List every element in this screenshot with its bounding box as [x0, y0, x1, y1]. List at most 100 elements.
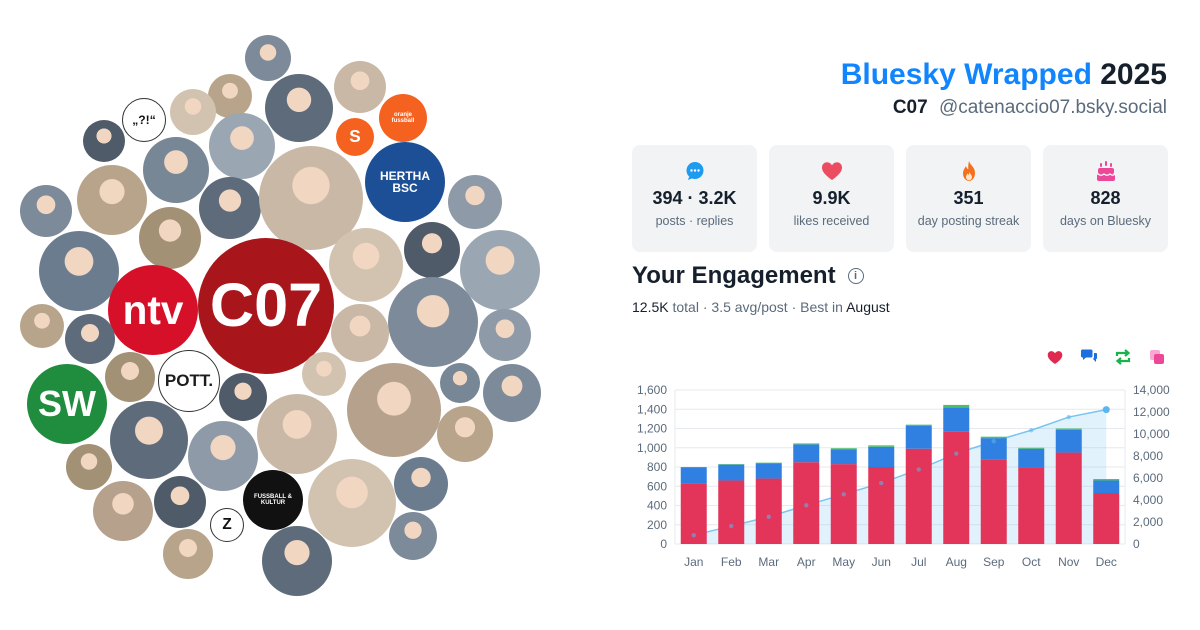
bar-likes	[943, 431, 970, 544]
bar-likes	[830, 464, 857, 544]
avatar[interactable]	[440, 363, 480, 403]
cumulative-point	[691, 533, 696, 538]
avatar[interactable]	[388, 277, 478, 367]
avatar[interactable]	[262, 526, 332, 596]
avatar[interactable]: POTT.	[158, 350, 220, 412]
quote-icon[interactable]	[1147, 347, 1167, 367]
avatar[interactable]	[66, 444, 112, 490]
avatar[interactable]: „?!“	[122, 98, 166, 142]
y-left-tick-label: 400	[647, 499, 667, 513]
x-tick-label: Apr	[797, 555, 816, 569]
avatar-label: „?!“	[132, 112, 156, 127]
avatar[interactable]	[154, 476, 206, 528]
engagement-title: Your Engagement	[632, 262, 836, 289]
avatar[interactable]: C07	[198, 238, 334, 374]
avatar[interactable]	[308, 459, 396, 547]
avatar[interactable]	[394, 457, 448, 511]
bar-likes	[1055, 452, 1082, 544]
avatar[interactable]: Z	[210, 508, 244, 542]
avatar-label: FUSSBALL & KULTUR	[254, 494, 292, 506]
cumulative-point	[729, 523, 734, 529]
page-title: Bluesky Wrapped 2025	[841, 58, 1167, 92]
stats-row: 394 · 3.2K posts · replies 9.9K likes re…	[632, 145, 1168, 252]
avatar[interactable]	[20, 185, 72, 237]
bar-replies	[718, 464, 745, 481]
avatar[interactable]	[460, 230, 540, 310]
avatar-label: S	[349, 127, 361, 147]
avatar[interactable]	[448, 175, 502, 229]
engagement-summary: 12.5K total · 3.5 avg/post · Best in Aug…	[632, 299, 890, 315]
bar-reposts	[830, 448, 857, 450]
avatar[interactable]: S	[336, 118, 374, 156]
avatar[interactable]	[302, 352, 346, 396]
bar-likes	[868, 467, 895, 544]
avatar[interactable]	[389, 512, 437, 560]
heart-icon	[821, 160, 843, 182]
avatar[interactable]	[105, 352, 155, 402]
avatar[interactable]	[188, 421, 258, 491]
x-tick-label: Jun	[872, 555, 891, 569]
y-right-tick-label: 2,000	[1133, 515, 1163, 529]
avatar[interactable]	[65, 314, 115, 364]
avatar[interactable]	[77, 165, 147, 235]
avatar[interactable]	[257, 394, 337, 474]
y-left-tick-label: 1,200	[637, 422, 667, 436]
avatar[interactable]: HERTHA BSC	[365, 142, 445, 222]
avatar[interactable]	[83, 120, 125, 162]
avatar[interactable]	[219, 373, 267, 421]
avatar[interactable]	[110, 401, 188, 479]
y-left-tick-label: 800	[647, 460, 667, 474]
cumulative-point	[841, 492, 846, 497]
avatar[interactable]	[20, 304, 64, 348]
avatar[interactable]	[334, 61, 386, 113]
bar-replies	[905, 425, 932, 449]
avatar[interactable]	[209, 113, 275, 179]
repost-icon[interactable]	[1113, 347, 1133, 367]
avatar[interactable]: FUSSBALL & KULTUR	[243, 470, 303, 530]
bar-replies	[755, 463, 782, 479]
avatar[interactable]	[331, 304, 389, 362]
brand-title: Bluesky Wrapped	[840, 58, 1092, 91]
avatar[interactable]	[93, 481, 153, 541]
avatar[interactable]	[245, 35, 291, 81]
x-tick-label: Aug	[946, 555, 967, 569]
stat-value: 394 · 3.2K	[652, 188, 737, 208]
avatar[interactable]	[479, 309, 531, 361]
avatar[interactable]	[483, 364, 541, 422]
bar-replies	[980, 438, 1007, 460]
y-right-tick-label: 0	[1133, 537, 1140, 551]
avatar[interactable]	[437, 406, 493, 462]
avatar[interactable]	[265, 74, 333, 142]
bar-reposts	[1093, 479, 1120, 481]
reply-icon[interactable]	[1079, 347, 1099, 367]
cumulative-point	[916, 467, 921, 472]
avatar[interactable]	[404, 222, 460, 278]
avatar[interactable]	[170, 89, 216, 135]
bar-reposts	[1018, 447, 1045, 449]
heart-icon[interactable]	[1045, 347, 1065, 367]
info-icon[interactable]: i	[847, 268, 864, 284]
bar-replies	[793, 444, 820, 463]
avatar[interactable]	[329, 228, 403, 302]
bar-replies	[1055, 429, 1082, 453]
chart-legend	[1045, 347, 1167, 367]
x-tick-label: May	[832, 555, 855, 569]
bar-reposts	[980, 436, 1007, 439]
year: 2025	[1100, 58, 1167, 91]
bar-reposts	[868, 445, 895, 447]
avatar[interactable]	[39, 231, 119, 311]
x-tick-label: Jan	[684, 555, 703, 569]
avatar[interactable]	[347, 363, 441, 457]
y-left-tick-label: 1,400	[637, 402, 667, 416]
x-tick-label: Nov	[1058, 555, 1079, 569]
avatar[interactable]	[139, 207, 201, 269]
avatar[interactable]: oranje fussball	[379, 94, 427, 142]
avatar[interactable]	[163, 529, 213, 579]
avatar[interactable]: ntv	[108, 265, 198, 355]
avatar[interactable]	[143, 137, 209, 203]
avatar[interactable]	[199, 177, 261, 239]
display-name: C07	[892, 97, 928, 118]
bar-replies	[830, 449, 857, 465]
cake-icon	[1095, 160, 1117, 182]
avatar[interactable]: SW	[27, 364, 107, 444]
